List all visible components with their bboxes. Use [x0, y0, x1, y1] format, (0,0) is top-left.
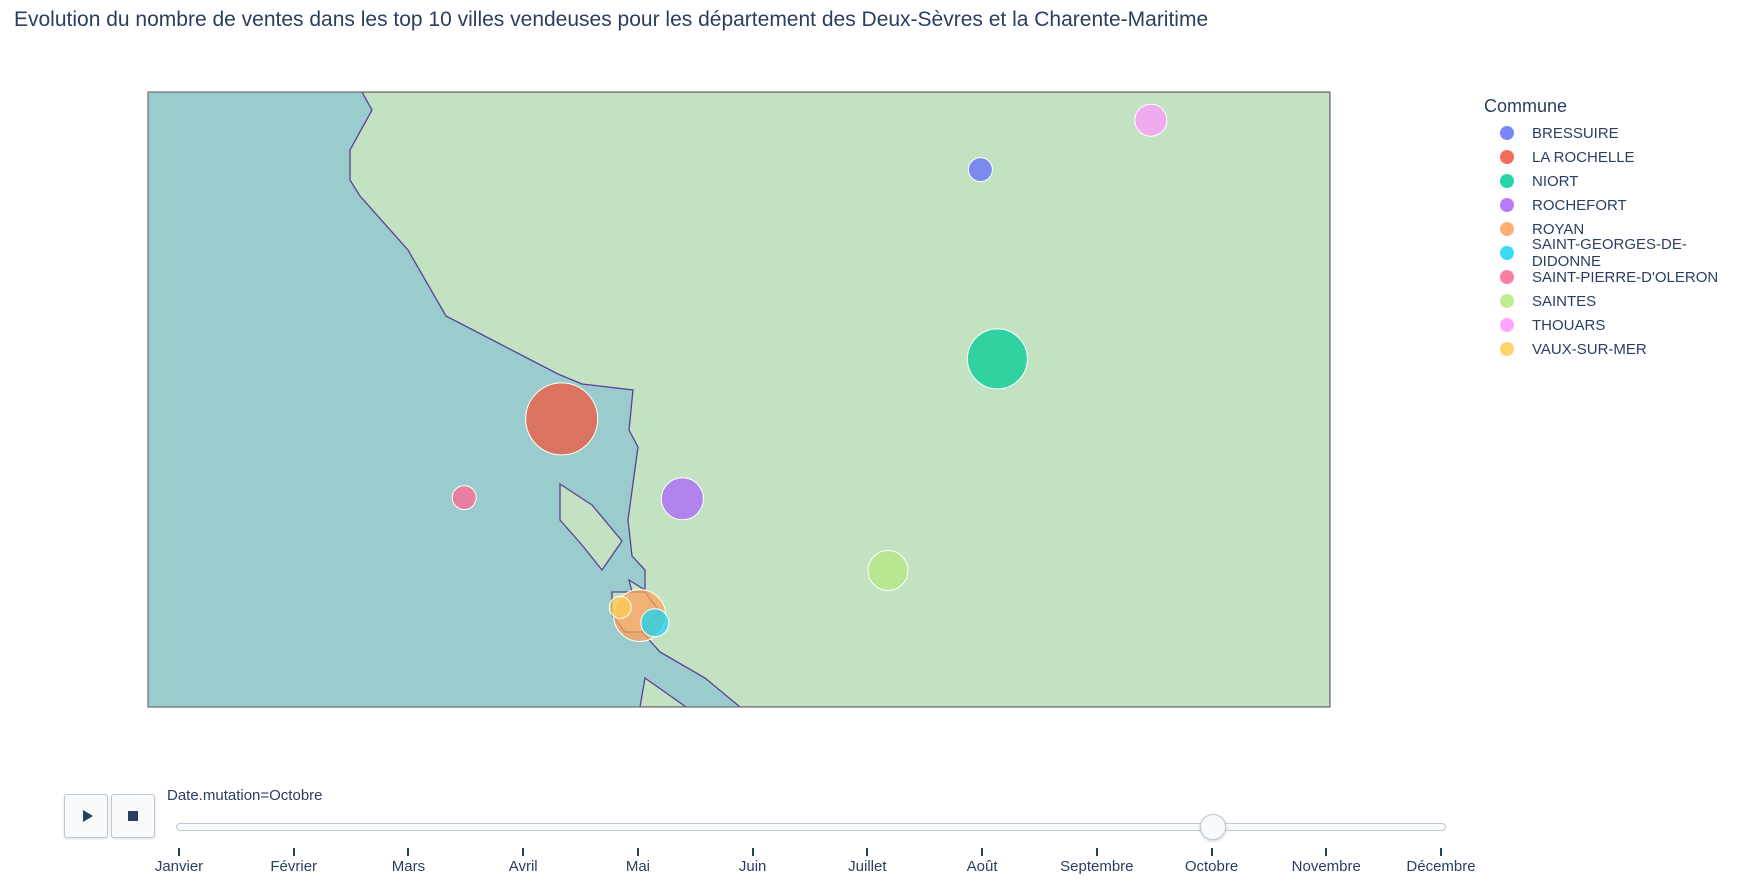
- legend-label: THOUARS: [1532, 316, 1606, 334]
- bubble-bressuire[interactable]: [967, 157, 993, 183]
- slider-handle[interactable]: [1199, 814, 1226, 840]
- slider-tick-mark: [407, 848, 410, 856]
- slider-tick-mark: [292, 848, 295, 856]
- legend-swatch: [1500, 270, 1514, 284]
- map-frame: [147, 91, 1331, 708]
- slider-current-value: Date.mutation=Octobre: [167, 787, 323, 804]
- legend-item[interactable]: BRESSUIRE: [1484, 121, 1753, 145]
- legend-title: Commune: [1484, 96, 1568, 116]
- legend-item[interactable]: SAINT-PIERRE-D'OLERON: [1484, 265, 1753, 289]
- slider-step-label[interactable]: Juin: [738, 858, 767, 875]
- legend-label: ROCHEFORT: [1532, 196, 1627, 214]
- slider-tick-mark: [1095, 848, 1098, 856]
- legend-swatch: [1500, 198, 1514, 212]
- legend-swatch: [1500, 294, 1514, 308]
- bubble-la-rochelle[interactable]: [525, 382, 599, 456]
- slider-tick-mark: [1440, 848, 1442, 856]
- play-button[interactable]: [64, 794, 108, 838]
- slider-step-label[interactable]: Mai: [625, 858, 650, 875]
- legend-swatch: [1500, 342, 1514, 356]
- legend-item[interactable]: NIORT: [1484, 169, 1753, 193]
- legend-label: LA ROCHELLE: [1532, 148, 1635, 166]
- legend-item[interactable]: VAUX-SUR-MER: [1484, 337, 1753, 361]
- bubble-vaux-sur-mer[interactable]: [608, 595, 632, 619]
- bubble-saintes[interactable]: [867, 550, 909, 591]
- slider-step-label[interactable]: Octobre: [1184, 858, 1239, 875]
- slider-tick-mark: [981, 848, 984, 856]
- legend-swatch: [1500, 318, 1514, 332]
- legend-swatch: [1500, 150, 1514, 164]
- legend: Commune BRESSUIRE LA ROCHELLE NIORT ROCHEFO…: [1484, 96, 1753, 361]
- bubble-rochefort[interactable]: [660, 477, 704, 521]
- legend-label: BRESSUIRE: [1532, 124, 1619, 142]
- bubble-saint-pierre-d-oleron[interactable]: [451, 485, 477, 511]
- legend-item[interactable]: SAINT-GEORGES-DE-DIDONNE: [1484, 236, 1753, 270]
- land-mainland: [349, 92, 1330, 707]
- legend-label: SAINT-PIERRE-D'OLERON: [1532, 268, 1719, 286]
- legend-label: NIORT: [1532, 172, 1579, 190]
- slider-step-label[interactable]: Février: [270, 858, 318, 875]
- slider-step-label[interactable]: Novembre: [1291, 858, 1361, 875]
- legend-swatch: [1500, 246, 1514, 260]
- legend-item[interactable]: ROYAN: [1484, 217, 1753, 241]
- stop-icon: [128, 811, 138, 821]
- slider-tick-mark: [751, 848, 754, 856]
- slider-step-label[interactable]: Mars: [391, 858, 426, 875]
- slider-tick-mark: [1325, 848, 1328, 856]
- page-title: Evolution du nombre de ventes dans les t…: [14, 8, 1209, 31]
- slider-step-label[interactable]: Avril: [508, 858, 538, 875]
- slider-step-label[interactable]: Août: [966, 858, 998, 875]
- legend-item[interactable]: LA ROCHELLE: [1484, 145, 1753, 169]
- slider-step-label[interactable]: Décembre: [1406, 858, 1476, 875]
- slider-tick-mark: [178, 848, 180, 856]
- legend-swatch: [1500, 174, 1514, 188]
- slider-step-label[interactable]: Septembre: [1060, 858, 1134, 875]
- stop-button[interactable]: [111, 794, 155, 838]
- slider-track[interactable]: [176, 823, 1446, 831]
- legend-label: ROYAN: [1532, 220, 1585, 238]
- legend-item[interactable]: ROCHEFORT: [1484, 193, 1753, 217]
- slider-step-label[interactable]: Janvier: [154, 858, 204, 875]
- island-oleron: [559, 482, 623, 572]
- legend-item[interactable]: THOUARS: [1484, 313, 1753, 337]
- slider-tick-mark: [866, 848, 869, 856]
- slider-step-label[interactable]: Juillet: [848, 858, 887, 875]
- slider-tick-mark: [1210, 848, 1213, 856]
- legend-label: SAINTES: [1532, 292, 1597, 310]
- slider-tick-mark: [522, 848, 525, 856]
- legend-label: SAINT-GEORGES-DE-DIDONNE: [1531, 236, 1687, 270]
- legend-item[interactable]: SAINTES: [1484, 289, 1753, 313]
- bubble-thouars[interactable]: [1134, 103, 1168, 137]
- bubble-niort[interactable]: [966, 328, 1028, 390]
- legend-swatch: [1500, 222, 1514, 236]
- bubble-layer: [451, 103, 1168, 642]
- slider-tick-mark: [636, 848, 639, 856]
- bubble-saint-georges-de-didonne[interactable]: [640, 608, 670, 638]
- legend-items: BRESSUIRE LA ROCHELLE NIORT ROCHEFORT ROYAN S…: [1484, 121, 1753, 361]
- play-icon: [82, 810, 93, 822]
- land-gironde-shore: [639, 676, 688, 707]
- legend-swatch: [1500, 126, 1514, 140]
- legend-label: VAUX-SUR-MER: [1532, 340, 1647, 358]
